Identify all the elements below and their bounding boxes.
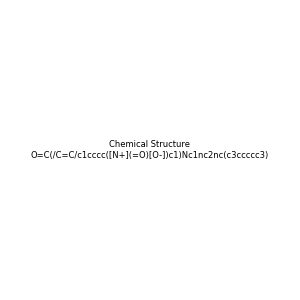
Text: Chemical Structure
O=C(/C=C/c1cccc([N+](=O)[O-])c1)Nc1nc2nc(c3ccccc3): Chemical Structure O=C(/C=C/c1cccc([N+](…	[31, 140, 269, 160]
